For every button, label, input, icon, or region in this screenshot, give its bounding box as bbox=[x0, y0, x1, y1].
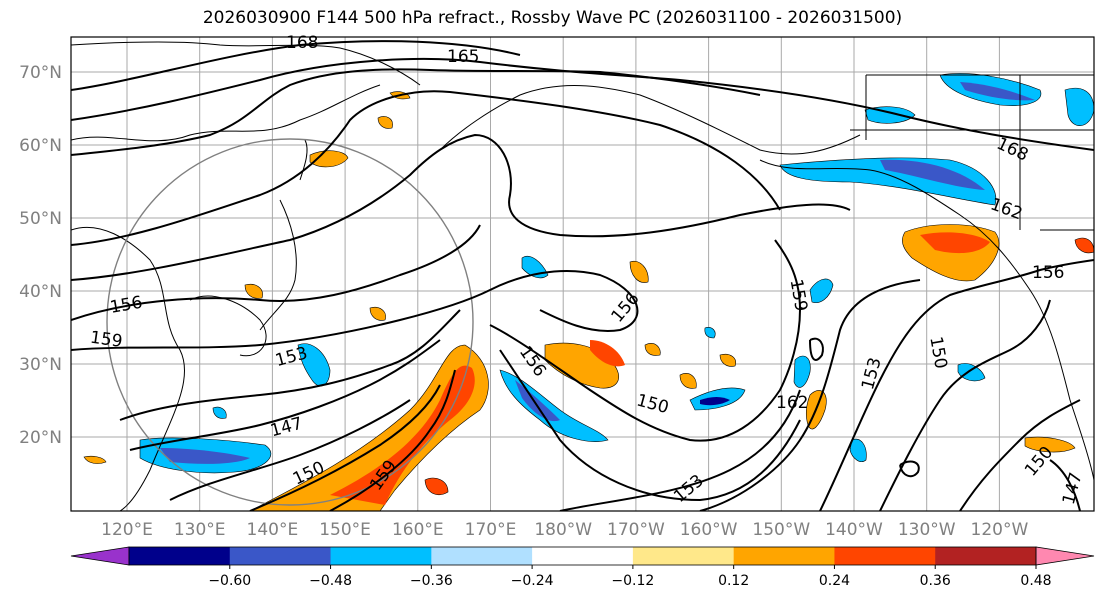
longitude-tick-label: 180°W bbox=[534, 520, 592, 540]
colorbar-segment bbox=[632, 547, 735, 565]
colorbar-segment bbox=[733, 547, 835, 565]
latitude-tick-label: 50°N bbox=[19, 209, 62, 229]
colorbar-segment bbox=[431, 547, 533, 565]
colorbar-outline bbox=[128, 546, 1037, 566]
longitude-tick-label: 170°W bbox=[607, 520, 665, 540]
longitude-tick-label: 140°W bbox=[825, 520, 883, 540]
longitude-tick-label: 160°E bbox=[392, 520, 444, 540]
longitude-tick-label: 130°E bbox=[174, 520, 226, 540]
longitude-tick-label: 170°E bbox=[465, 520, 517, 540]
colorbar-label: 0.48 bbox=[1020, 573, 1051, 589]
longitude-tick-label: 130°W bbox=[898, 520, 956, 540]
latitude-tick-label: 60°N bbox=[19, 136, 62, 156]
colorbar-segment bbox=[532, 547, 634, 565]
refractivity-contours bbox=[71, 40, 1094, 511]
contour-label: 159 bbox=[89, 328, 124, 352]
colorbar-segment bbox=[834, 547, 936, 565]
colorbar-label: −0.24 bbox=[511, 573, 554, 589]
colorbar-label: −0.36 bbox=[410, 573, 453, 589]
colorbar-label: 0.36 bbox=[920, 573, 951, 589]
contour-label: 165 bbox=[447, 47, 479, 67]
longitude-tick-label: 160°W bbox=[680, 520, 738, 540]
colorbar-segment bbox=[330, 547, 432, 565]
latitude-labels: 70°N 60°N 50°N 40°N 30°N 20°N bbox=[19, 63, 62, 448]
longitude-tick-label: 150°E bbox=[319, 520, 371, 540]
colorbar: −0.60 −0.48 −0.36 −0.24 −0.12 0.12 0.24 0.36 0.4… bbox=[70, 546, 1095, 589]
latitude-tick-label: 70°N bbox=[19, 63, 62, 83]
latitude-tick-label: 40°N bbox=[19, 282, 62, 302]
colorbar-segment bbox=[129, 547, 231, 565]
latitude-tick-label: 30°N bbox=[19, 355, 62, 375]
map-title: 2026030900 F144 500 hPa refract., Rossby… bbox=[202, 8, 903, 28]
colorbar-label: −0.60 bbox=[208, 573, 251, 589]
colorbar-extend-low bbox=[70, 546, 130, 566]
map-frame bbox=[70, 36, 1095, 512]
wave-packet-circle bbox=[106, 138, 474, 506]
colorbar-extend-high bbox=[1035, 546, 1095, 566]
colorbar-segment bbox=[935, 547, 1037, 565]
longitude-labels: 120°E 130°E 140°E 150°E 160°E 170°E 180°W 170°W… bbox=[101, 520, 1028, 540]
longitude-tick-label: 140°E bbox=[247, 520, 299, 540]
longitude-tick-label: 120°E bbox=[101, 520, 153, 540]
colorbar-label: 0.24 bbox=[819, 573, 850, 589]
longitude-tick-label: 120°W bbox=[971, 520, 1029, 540]
longitude-tick-label: 150°W bbox=[752, 520, 810, 540]
colorbar-label: −0.12 bbox=[611, 573, 654, 589]
latitude-tick-label: 20°N bbox=[19, 428, 62, 448]
contour-label: 168 bbox=[286, 33, 318, 53]
contour-label: 162 bbox=[776, 393, 808, 413]
colorbar-label: 0.12 bbox=[718, 573, 749, 589]
colorbar-segment bbox=[229, 547, 332, 565]
contour-label: 156 bbox=[1032, 263, 1064, 283]
colorbar-label: −0.48 bbox=[309, 573, 352, 589]
